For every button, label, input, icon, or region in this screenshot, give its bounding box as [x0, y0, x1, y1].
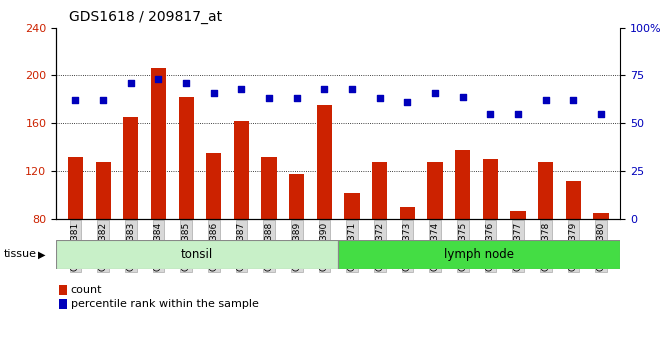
- Point: [264, 96, 275, 101]
- Bar: [261, 157, 277, 315]
- Text: lymph node: lymph node: [444, 248, 514, 261]
- Bar: [428, 161, 443, 315]
- Bar: [96, 161, 111, 315]
- Point: [209, 90, 219, 96]
- Bar: [372, 161, 387, 315]
- Text: count: count: [71, 285, 102, 295]
- Bar: [345, 193, 360, 315]
- Point: [430, 90, 440, 96]
- Bar: [289, 174, 304, 315]
- FancyBboxPatch shape: [338, 240, 620, 269]
- Bar: [510, 211, 525, 315]
- Bar: [455, 150, 471, 315]
- Point: [292, 96, 302, 101]
- Point: [153, 77, 164, 82]
- Bar: [593, 213, 609, 315]
- Point: [457, 94, 468, 99]
- Text: GDS1618 / 209817_at: GDS1618 / 209817_at: [69, 10, 222, 24]
- Text: ▶: ▶: [38, 249, 45, 259]
- Point: [485, 111, 496, 117]
- Point: [236, 86, 247, 92]
- Point: [70, 98, 81, 103]
- Point: [346, 86, 357, 92]
- Bar: [400, 207, 415, 315]
- Bar: [538, 161, 553, 315]
- Point: [319, 86, 330, 92]
- FancyBboxPatch shape: [56, 240, 338, 269]
- Point: [402, 99, 412, 105]
- Point: [374, 96, 385, 101]
- Bar: [178, 97, 194, 315]
- Point: [513, 111, 523, 117]
- Text: tonsil: tonsil: [181, 248, 213, 261]
- Point: [541, 98, 551, 103]
- Bar: [123, 117, 139, 315]
- Bar: [151, 68, 166, 315]
- Bar: [234, 121, 249, 315]
- Bar: [566, 181, 581, 315]
- Bar: [68, 157, 83, 315]
- Point: [125, 80, 136, 86]
- Point: [98, 98, 108, 103]
- Bar: [317, 105, 332, 315]
- Point: [181, 80, 191, 86]
- Text: percentile rank within the sample: percentile rank within the sample: [71, 299, 259, 309]
- Point: [568, 98, 579, 103]
- Bar: [482, 159, 498, 315]
- Bar: [206, 153, 221, 315]
- Point: [596, 111, 607, 117]
- Text: tissue: tissue: [3, 249, 36, 259]
